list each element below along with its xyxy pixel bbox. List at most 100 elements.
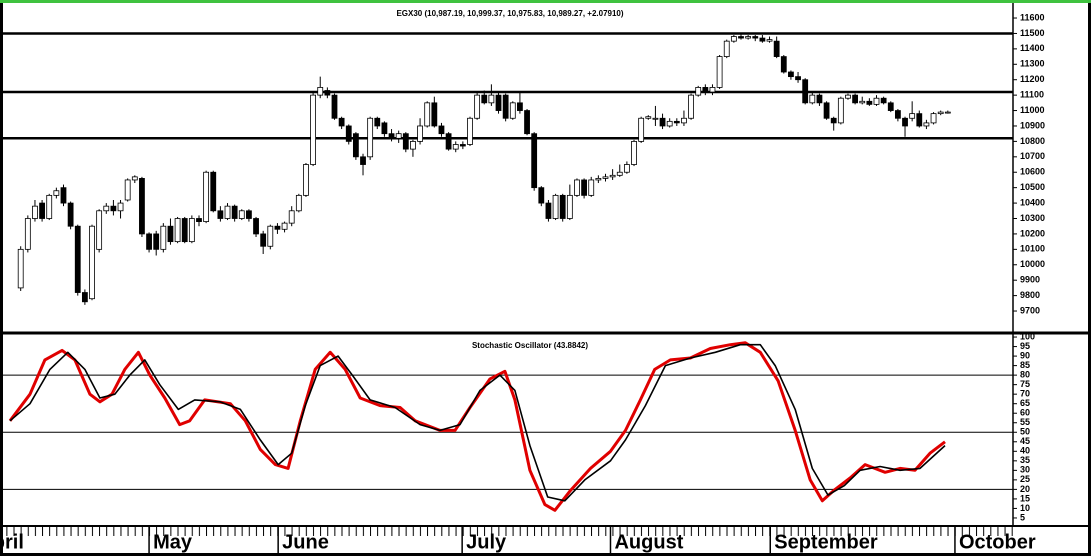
y-tick-label: 5 [1020,512,1025,522]
candle-body [181,218,188,243]
candle-body [723,40,730,57]
y-tick-label: 75 [1020,379,1030,389]
candle-body [402,133,409,150]
candle-body [288,210,295,224]
candle-body [695,87,702,96]
candle-body [659,117,666,127]
candle-body [566,194,573,219]
y-tick-label: 70 [1020,389,1030,399]
candle-body [816,94,823,104]
candle-body [524,110,530,135]
candle-body [495,94,502,111]
candle-body [210,171,217,212]
candle-body [887,102,894,111]
y-tick-label: 10400 [1020,197,1045,207]
background [3,3,1088,553]
x-tick-label: July [466,531,507,553]
candle-body [766,39,773,42]
candle-body [110,205,117,212]
stoch-line [9,343,946,502]
candle-body [260,233,267,247]
candle-body [74,225,81,293]
candle-body [96,210,103,250]
candle-body [602,176,609,179]
y-tick-label: 9900 [1020,275,1040,285]
candle-body [410,140,416,150]
candle-body [609,174,616,178]
candle-body [837,97,844,124]
stoch-title: Stochastic Oscillator (43.8842) [472,341,588,350]
candle-body [795,76,801,81]
candle-body [139,178,145,235]
candle-body [338,117,345,127]
y-tick-label: 10500 [1020,182,1045,192]
candle-body [395,133,402,139]
y-tick-label: 10200 [1020,228,1045,238]
candle-body [773,40,780,57]
candle-body [424,102,431,127]
candle-body [324,90,331,96]
candle-body [845,94,851,99]
candle-body [345,125,352,142]
top-border [0,0,1091,3]
candle-body [124,179,131,201]
y-tick-label: 10700 [1020,151,1045,161]
candle-body [738,36,744,39]
candle-body [331,94,338,119]
candle-body [146,233,152,250]
candle-body [616,171,623,176]
x-tick-label: October [959,531,1036,553]
candle-body [445,133,452,150]
candle-body [581,179,587,196]
y-tick-label: 10600 [1020,167,1045,177]
candle-body [253,218,259,235]
candle-body [673,120,680,124]
candle-body [638,117,645,142]
candle-body [417,125,423,142]
candle-body [623,164,630,173]
candle-body [631,140,637,165]
y-tick-label: 10300 [1020,213,1045,223]
candle-body [24,218,31,250]
candle-body [538,187,545,204]
candle-body [388,133,395,139]
candle-body [574,179,580,196]
candle-body [81,292,88,303]
candle-body [509,102,516,119]
candle-body [89,225,95,300]
candle-body [709,87,716,93]
candle-body [167,225,174,243]
candle-body [452,144,459,150]
candle-body [645,116,652,119]
candle-body [759,37,766,42]
candle-body [780,56,787,73]
candle-body [502,94,509,119]
x-tick-label: June [282,531,329,553]
y-tick-label: 11200 [1020,74,1045,84]
candle-body [46,194,53,219]
y-tick-label: 11100 [1020,90,1044,100]
y-tick-label: 35 [1020,455,1030,465]
candle-body [859,100,866,104]
y-tick-label: 40 [1020,446,1030,456]
x-tick-label: April [0,531,24,553]
candle-body [937,111,944,115]
candle-body [281,222,288,230]
y-tick-label: 10800 [1020,136,1045,146]
candle-body [866,100,873,105]
candle-body [238,210,245,219]
candle-body [17,248,24,289]
candle-body [217,210,224,219]
price-title: EGX30 (10,987.19, 10,999.37, 10,975.83, … [396,9,623,18]
candle-body [274,225,281,230]
candle-body [873,97,880,105]
candle-body [595,178,602,181]
y-tick-label: 10 [1020,503,1030,513]
candle-body [431,102,438,127]
y-tick-label: 20 [1020,484,1030,494]
candle-body [303,164,309,196]
candle-body [153,233,160,250]
y-tick-label: 11300 [1020,59,1045,69]
candle-body [160,225,167,250]
candle-body [53,190,60,196]
